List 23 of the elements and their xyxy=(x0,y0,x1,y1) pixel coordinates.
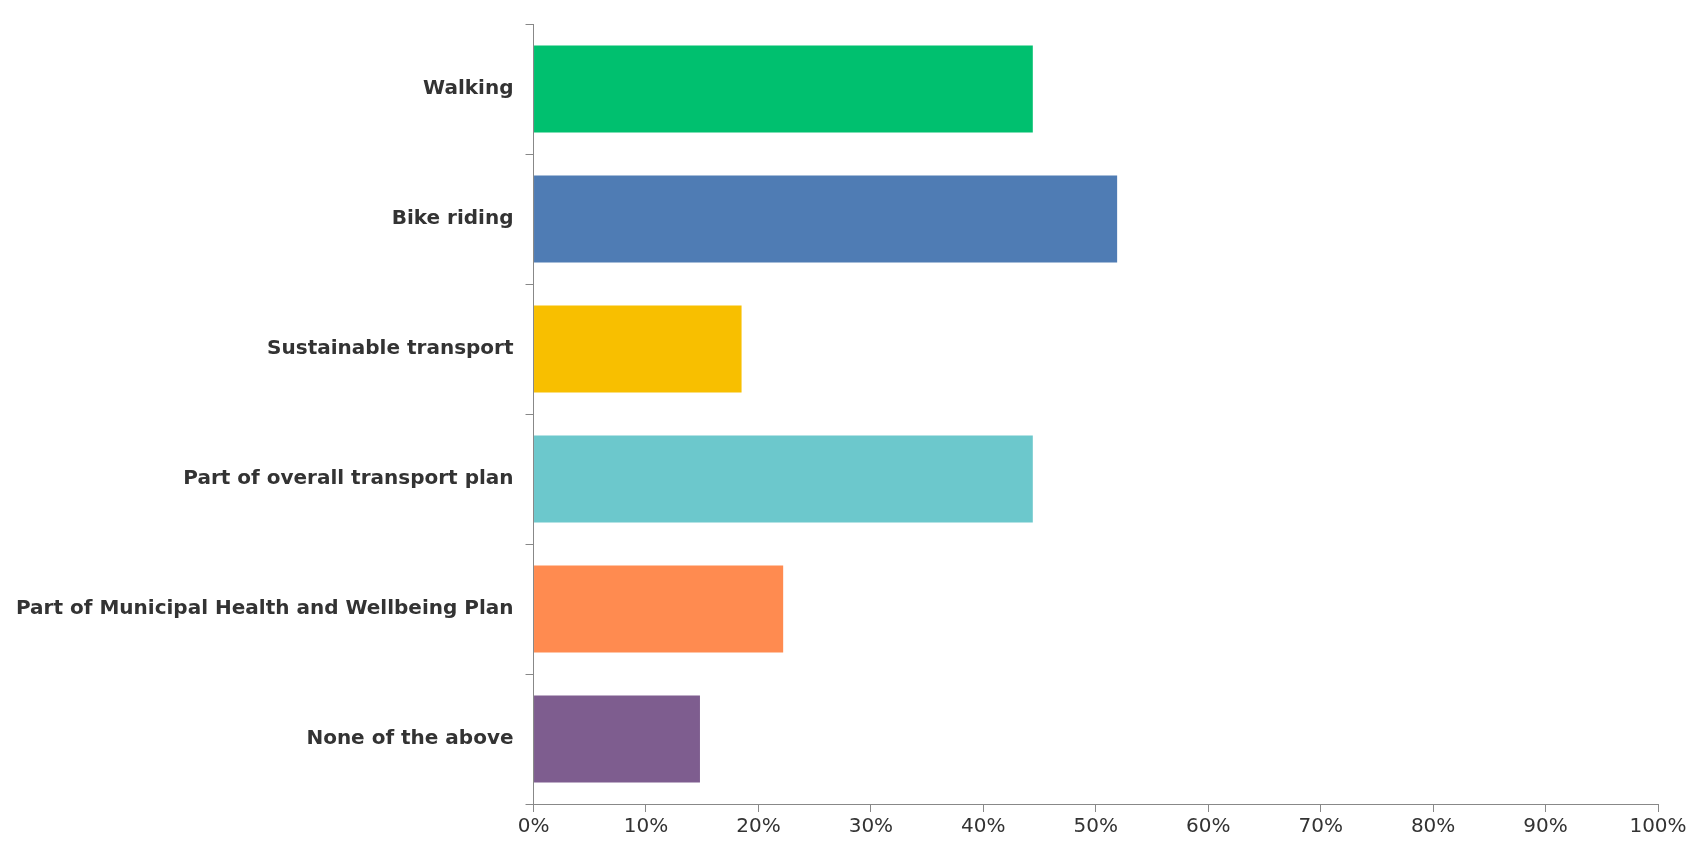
bar xyxy=(534,435,1033,523)
bar xyxy=(534,305,742,393)
y-tick-label: Sustainable transport xyxy=(267,335,514,360)
bar xyxy=(534,175,1118,263)
y-tick-label: None of the above xyxy=(306,725,514,750)
x-tick-label: 30% xyxy=(848,813,894,838)
x-tick-label: 0% xyxy=(517,813,550,838)
x-tick-label: 20% xyxy=(736,813,781,838)
x-tick-label: 40% xyxy=(961,813,1006,838)
x-tick-label: 60% xyxy=(1185,813,1231,838)
x-tick-label: 50% xyxy=(1073,813,1118,838)
y-tick-label: Part of Municipal Health and Wellbeing Plan xyxy=(15,595,514,620)
x-tick-label: 100% xyxy=(1629,813,1687,838)
bar xyxy=(534,45,1033,133)
y-tick-label: Walking xyxy=(423,75,514,100)
y-tick-label: Part of overall transport plan xyxy=(183,465,514,490)
x-tick-label: 70% xyxy=(1298,813,1343,838)
x-tick-label: 10% xyxy=(623,813,669,838)
bar xyxy=(534,565,784,653)
bar xyxy=(534,695,700,783)
x-tick-label: 90% xyxy=(1523,813,1568,838)
y-tick-label: Bike riding xyxy=(391,205,514,230)
x-tick-label: 80% xyxy=(1410,813,1456,838)
